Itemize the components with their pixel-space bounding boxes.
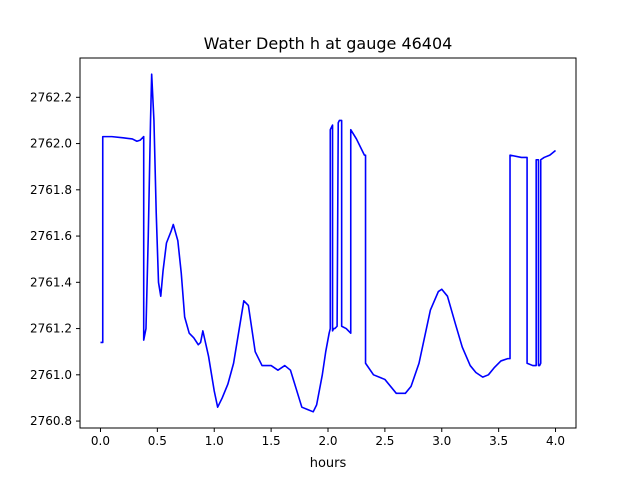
- x-tick-label: 3.0: [432, 434, 451, 448]
- x-tick-label: 1.5: [262, 434, 281, 448]
- y-tick-label: 2762.2: [30, 90, 72, 104]
- x-tick-label: 3.5: [489, 434, 508, 448]
- x-tick-label: 1.0: [205, 434, 224, 448]
- y-tick-label: 2761.2: [30, 322, 72, 336]
- x-tick-label: 0.5: [148, 434, 167, 448]
- y-tick-label: 2761.4: [30, 275, 72, 289]
- y-tick-label: 2762.0: [30, 137, 72, 151]
- chart-title: Water Depth h at gauge 46404: [204, 34, 453, 53]
- y-tick-label: 2761.8: [30, 183, 72, 197]
- x-axis-label: hours: [310, 456, 347, 471]
- y-tick-label: 2760.8: [30, 414, 72, 428]
- x-tick-label: 0.0: [91, 434, 110, 448]
- x-tick-label: 2.0: [318, 434, 337, 448]
- y-tick-label: 2761.6: [30, 229, 72, 243]
- series-line-0: [100, 73, 557, 413]
- y-tick-label: 2761.0: [30, 368, 72, 382]
- x-tick-label: 2.5: [375, 434, 394, 448]
- x-tick-label: 4.0: [546, 434, 565, 448]
- plot-frame: [79, 57, 577, 429]
